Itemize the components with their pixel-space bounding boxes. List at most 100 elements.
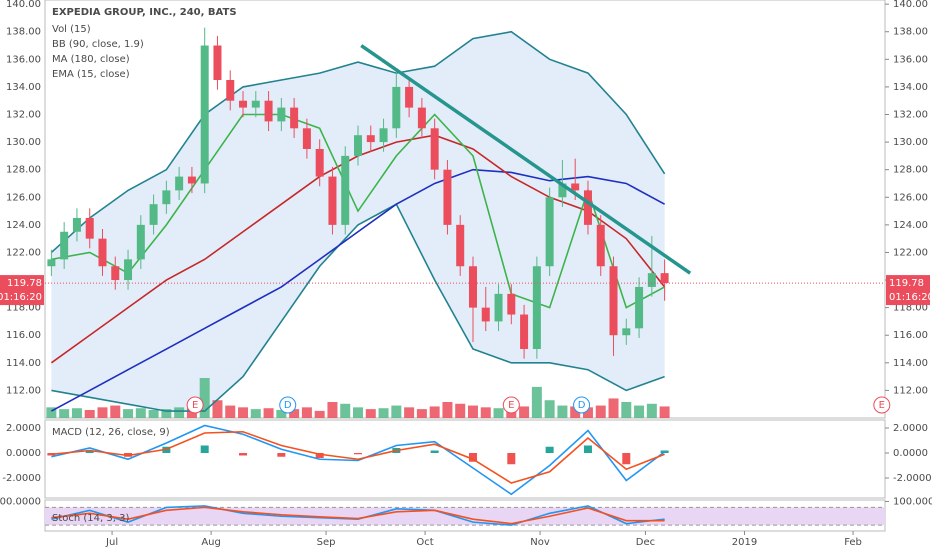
volume-bar	[544, 400, 555, 418]
volume-bar	[110, 405, 121, 418]
candle-body	[647, 273, 656, 287]
volume-bar	[276, 410, 287, 418]
candle-body	[175, 176, 184, 191]
x-tick-label: Feb	[844, 537, 862, 548]
candle-body	[315, 148, 324, 177]
volume-bar	[250, 409, 261, 418]
volume-bar	[327, 402, 338, 418]
candle-body	[520, 314, 529, 350]
stoch-bg	[45, 507, 885, 526]
candle-body	[558, 183, 567, 198]
macd-histogram	[468, 453, 477, 462]
y-tick-label: 116.00	[6, 330, 41, 341]
event-marker	[279, 396, 297, 414]
y-tick-label: 114.00	[6, 358, 41, 369]
y-tick-label: 100.0000	[0, 496, 41, 507]
volume-bar	[314, 410, 325, 418]
volume-bar	[429, 406, 440, 418]
candle-body	[60, 231, 69, 260]
volume-bar	[59, 409, 70, 418]
volume-bar	[634, 405, 645, 418]
candle-body	[251, 100, 260, 108]
candle-body	[328, 176, 337, 225]
volume-bar	[225, 405, 236, 418]
indicator-line	[51, 506, 665, 525]
volume-bar	[46, 407, 57, 418]
candle-body	[609, 266, 618, 336]
indicator-line	[51, 430, 665, 484]
volume-bar	[659, 406, 670, 418]
volume-bar	[608, 398, 619, 418]
volume-bar	[161, 409, 172, 418]
volume-bar	[582, 407, 593, 418]
x-tick-label: Oct	[416, 537, 433, 548]
y-tick-label: 126.00	[893, 192, 928, 203]
price-box	[886, 275, 930, 306]
y-tick-label: 0.0000	[6, 448, 41, 459]
volume-bar	[519, 406, 530, 418]
pane	[44, 419, 886, 499]
volume-bar	[467, 405, 478, 418]
y-tick-label: 2.0000	[893, 423, 928, 434]
y-tick-label: 122.00	[893, 247, 928, 258]
y-tick-label: 130.00	[893, 137, 928, 148]
candle-body	[187, 176, 196, 184]
y-tick-label: 134.00	[893, 82, 928, 93]
candle-body	[354, 135, 363, 156]
candle-body	[405, 86, 414, 108]
volume-bar	[212, 400, 223, 418]
volume-bar	[71, 408, 82, 418]
x-tick-label: Aug	[201, 537, 221, 548]
countdown: 01:16:20	[889, 292, 932, 303]
candle-body	[341, 155, 350, 225]
candle-body	[277, 107, 286, 122]
candle-body	[660, 273, 669, 284]
y-tick-label: -2.0000	[2, 473, 41, 484]
candle-body	[366, 135, 375, 143]
y-tick-label: 128.00	[893, 165, 928, 176]
last-price: 119.78	[889, 278, 924, 289]
volume-bar	[455, 403, 466, 418]
volume-bar	[570, 406, 581, 418]
candle-body	[239, 100, 248, 108]
pane-title: MACD (12, 26, close, 9)	[52, 427, 170, 438]
candle-body	[379, 128, 388, 143]
macd-histogram	[354, 453, 363, 455]
trendline	[360, 44, 692, 275]
y-tick-label: 118.00	[6, 303, 41, 314]
event-label: E	[879, 400, 885, 411]
volume-bar	[391, 405, 402, 418]
candle-body	[545, 197, 554, 267]
event-label: E	[192, 400, 198, 411]
candle-body	[149, 204, 158, 225]
volume-bar	[135, 408, 146, 418]
candle-body	[47, 259, 56, 267]
x-tick-label: Jul	[105, 537, 118, 548]
legend-entry: BB (90, close, 1.9)	[52, 39, 144, 50]
indicator-line	[51, 424, 666, 496]
y-tick-label: 136.00	[6, 54, 41, 65]
candle-body	[226, 80, 235, 101]
volume-bar	[378, 408, 389, 418]
y-tick-label: 132.00	[6, 110, 41, 121]
macd-histogram	[277, 453, 286, 457]
event-marker	[573, 396, 591, 414]
y-tick-label: 138.00	[893, 27, 928, 38]
volume-bar	[442, 402, 453, 418]
macd-histogram	[507, 453, 516, 465]
candle-body	[443, 169, 452, 225]
candle-body	[417, 107, 426, 129]
candle-body	[392, 86, 401, 129]
volume-bar	[238, 407, 249, 418]
candle-body	[72, 217, 81, 232]
candle-body	[507, 293, 516, 315]
y-tick-label: 124.00	[6, 220, 41, 231]
price-box	[0, 275, 44, 306]
pane-title: Stoch (14, 3, 3)	[52, 513, 129, 524]
candle-body	[85, 217, 94, 239]
volume-bar	[97, 407, 108, 418]
y-tick-label: 112.00	[6, 385, 41, 396]
volume-bar	[148, 410, 159, 418]
candle-body	[111, 266, 120, 281]
